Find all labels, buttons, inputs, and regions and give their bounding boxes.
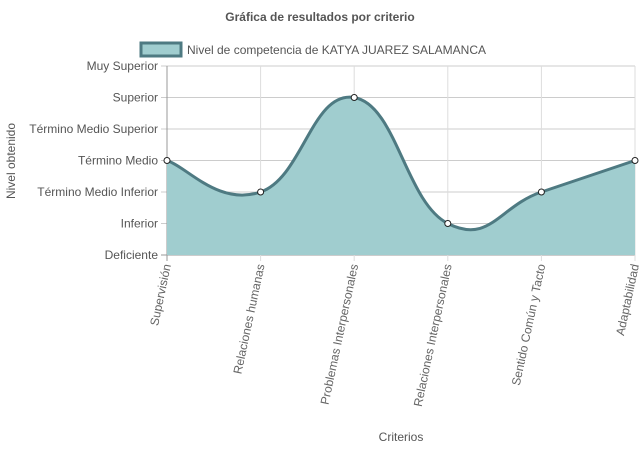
x-tick-labels: Supervisión Relaciones humanas Problemas I…: [147, 262, 639, 407]
data-point[interactable]: [444, 220, 452, 227]
chart-title: Gráfica de resultados por criterio: [225, 10, 414, 24]
x-tick-label: Supervisión: [147, 263, 174, 327]
x-tick-label: Relaciones humanas: [231, 263, 268, 376]
x-tick-label: Adaptabilidad: [613, 263, 639, 337]
series-area: [167, 97, 635, 255]
data-points: [163, 94, 639, 227]
y-tick-labels: Deficiente Inferior Término Medio Inferior…: [29, 59, 158, 262]
y-axis-title: Nivel obtenido: [4, 123, 18, 199]
y-tick-label: Término Medio Superior: [29, 122, 158, 136]
data-point[interactable]: [631, 157, 639, 164]
y-tick-label: Superior: [113, 91, 158, 105]
data-point[interactable]: [537, 188, 545, 196]
legend-swatch: [139, 41, 183, 58]
x-tick-label: Relaciones Interpersonales: [411, 263, 455, 408]
y-tick-label: Deficiente: [105, 248, 159, 262]
x-axis-title: Criterios: [379, 430, 424, 444]
y-tick-label: Inferior: [121, 217, 158, 231]
y-tick-label: Término Medio Inferior: [37, 185, 158, 199]
data-point[interactable]: [257, 188, 265, 196]
legend[interactable]: Nivel de competencia de KATYA JUAREZ SAL…: [139, 41, 486, 58]
x-tick-label: Problemas Interpersonales: [318, 263, 362, 406]
data-point[interactable]: [350, 94, 358, 101]
data-point[interactable]: [163, 157, 171, 164]
y-tick-label: Término Medio: [78, 154, 158, 168]
x-tick-label: Sentido Común y Tacto: [509, 262, 549, 386]
y-tick-label: Muy Superior: [87, 59, 158, 73]
legend-label: Nivel de competencia de KATYA JUAREZ SAL…: [187, 43, 486, 57]
